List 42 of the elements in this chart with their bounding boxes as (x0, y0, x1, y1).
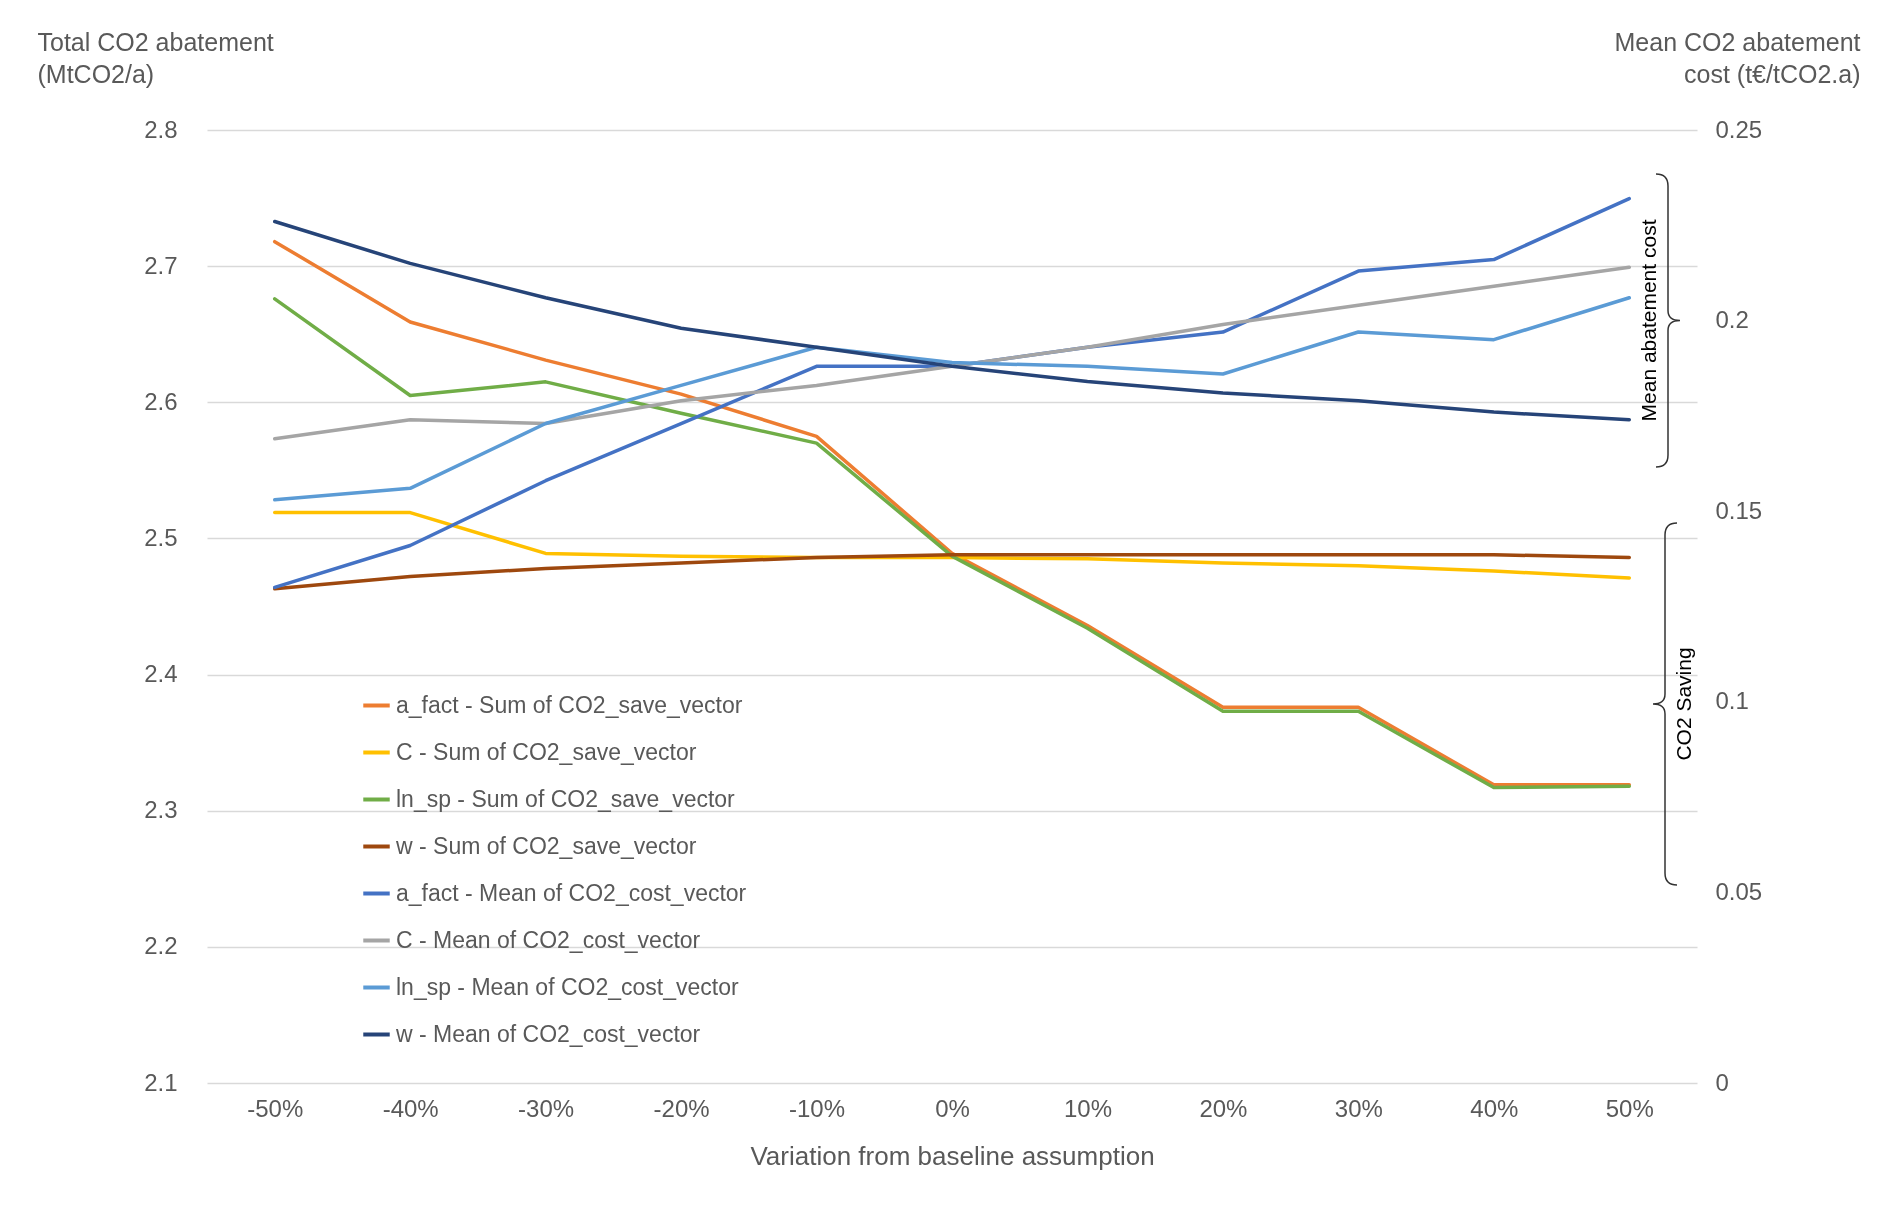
x-tick-label: -10% (789, 1094, 846, 1122)
y-tick-label: 2.3 (144, 796, 178, 824)
y2-tick-label: 0 (1715, 1068, 1729, 1096)
line-series (272, 219, 1632, 422)
x-tick-label: 50% (1605, 1094, 1654, 1122)
y2-tick-label: 0.2 (1715, 306, 1749, 334)
legend-label: a_fact - Mean of CO2_cost_vector (396, 879, 747, 906)
x-tick-label: 40% (1470, 1094, 1519, 1122)
annotation: Mean abatement cost (1637, 219, 1660, 422)
y-tick-label: 2.6 (144, 387, 178, 415)
y2-tick-label: 0.1 (1715, 687, 1749, 715)
y2-axis-title: Mean CO2 abatement cost (t€/tCO2.a) (1614, 27, 1861, 88)
x-tick-label: -40% (382, 1094, 439, 1122)
x-tick-label: 0% (935, 1094, 970, 1122)
y-axis-title: Total CO2 abatement (MtCO2/a) (37, 27, 274, 88)
y2-tick-label: 0.15 (1715, 496, 1763, 524)
y-tick-label: 2.4 (144, 660, 178, 688)
x-tick-label: 10% (1063, 1094, 1112, 1122)
x-tick-label: -30% (518, 1094, 575, 1122)
x-tick-label: 30% (1334, 1094, 1383, 1122)
x-tick-label: 20% (1199, 1094, 1248, 1122)
legend-label: C - Mean of CO2_cost_vector (396, 926, 701, 953)
x-tick-label: -20% (653, 1094, 710, 1122)
legend-label: C - Sum of CO2_save_vector (396, 738, 697, 765)
legend-label: w - Mean of CO2_cost_vector (395, 1020, 701, 1047)
y-tick-label: 2.8 (144, 115, 178, 143)
y-tick-label: 2.2 (144, 932, 178, 960)
y2-tick-label: 0.25 (1715, 115, 1763, 143)
legend-label: ln_sp - Sum of CO2_save_vector (396, 785, 736, 812)
legend-label: w - Sum of CO2_save_vector (395, 832, 697, 859)
y-tick-label: 2.7 (144, 251, 178, 279)
y-tick-label: 2.1 (144, 1068, 178, 1096)
y2-tick-label: 0.05 (1715, 877, 1763, 905)
annotation: CO2 Saving (1672, 647, 1695, 761)
legend-label: ln_sp - Mean of CO2_cost_vector (396, 973, 739, 1000)
legend-label: a_fact - Sum of CO2_save_vector (396, 691, 743, 718)
line-series (272, 295, 1632, 502)
y-tick-label: 2.5 (144, 523, 178, 551)
line-series (272, 265, 1632, 441)
x-tick-label: -50% (247, 1094, 304, 1122)
line-series (272, 553, 1632, 591)
x-axis-title: Variation from baseline assumption (750, 1140, 1155, 1171)
